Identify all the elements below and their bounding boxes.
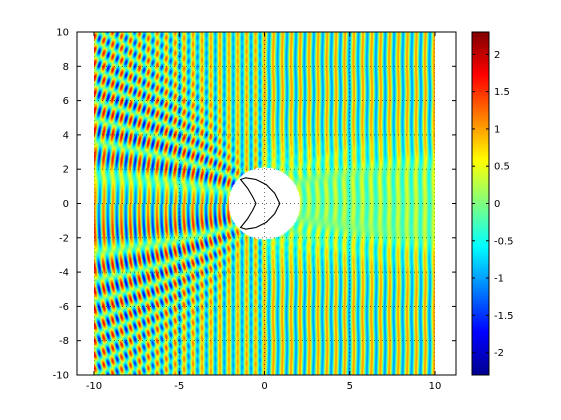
wave-field-heatmap xyxy=(94,32,435,375)
colorbar-tick-label: 2 xyxy=(494,50,500,61)
colorbar-tick-label: -1 xyxy=(494,274,504,285)
y-tick-label: 2 xyxy=(63,165,69,176)
y-tick-label: -6 xyxy=(59,302,69,313)
colorbar-ticks: -2 -1.5 -1 -0.5 0 0.5 1 1.5 2 xyxy=(472,50,514,359)
x-tick-label: 10 xyxy=(429,381,442,392)
y-tick-label: -2 xyxy=(59,233,69,244)
x-tick-label: 5 xyxy=(347,381,353,392)
y-tick-label: -8 xyxy=(59,336,69,347)
colorbar: -2 -1.5 -1 -0.5 0 0.5 1 1.5 2 xyxy=(471,31,514,376)
colorbar-tick-label: 0 xyxy=(494,199,500,210)
y-tick-label: 0 xyxy=(63,199,69,210)
y-tick-label: -10 xyxy=(53,371,69,382)
colorbar-tick-label: 1 xyxy=(494,124,500,135)
y-tick-label: 6 xyxy=(63,96,69,107)
grid-lines xyxy=(94,32,435,375)
colorbar-tick-label: -0.5 xyxy=(494,236,514,247)
colorbar-tick-label: 0.5 xyxy=(494,162,510,173)
x-tick-label: -10 xyxy=(86,381,102,392)
plot-axes: -10 -5 0 5 10 -10 -8 -6 -4 -2 0 2 4 6 8 10 xyxy=(53,28,457,392)
x-tick-label: -5 xyxy=(174,381,184,392)
y-tick-label: 4 xyxy=(63,130,69,141)
y-tick-label: 10 xyxy=(56,28,69,39)
y-tick-label: 8 xyxy=(63,62,69,73)
colorbar-tick-label: -1.5 xyxy=(494,311,514,322)
y-axis-ticks: -10 -8 -6 -4 -2 0 2 4 6 8 10 xyxy=(53,28,456,382)
x-tick-label: 0 xyxy=(261,381,267,392)
y-tick-label: -4 xyxy=(59,268,69,279)
obstacle-curve xyxy=(239,177,281,230)
x-axis-ticks: -10 -5 0 5 10 xyxy=(86,32,442,392)
colorbar-tick-label: 1.5 xyxy=(494,87,510,98)
colorbar-tick-label: -2 xyxy=(494,348,504,359)
